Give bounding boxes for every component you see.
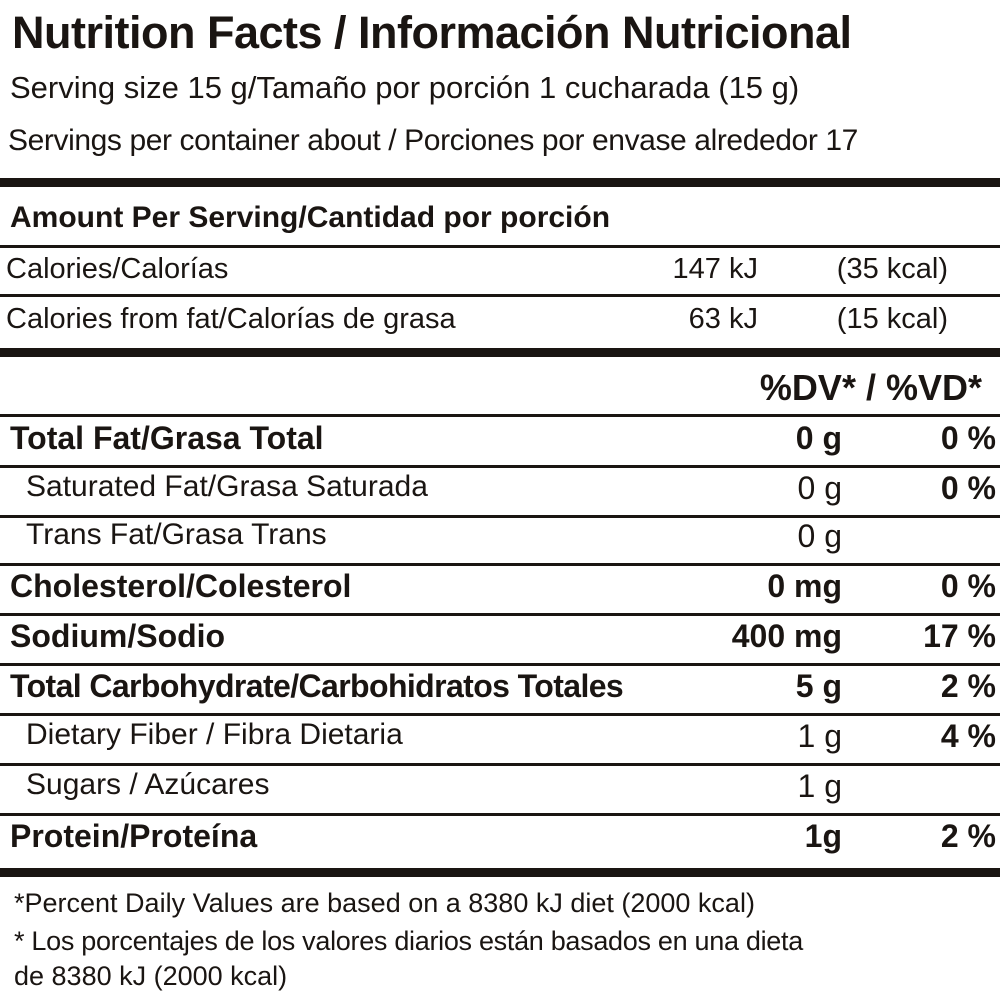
nutrient-label: Trans Fat/Grasa Trans [26,518,327,551]
nutrient-daily-value: 0 % [940,420,996,456]
calories-from-fat-kcal: (15 kcal) [836,303,948,335]
nutrient-amount: 400 mg [731,618,842,654]
divider [0,613,1000,616]
calories-from-fat-kj: 63 kJ [688,303,758,335]
calories-from-fat-label: Calories from fat/Calorías de grasa [6,303,456,335]
calories-kcal: (35 kcal) [836,253,948,285]
nutrient-daily-value: 2 % [940,818,996,854]
label-title: Nutrition Facts / Información Nutriciona… [12,7,852,58]
footnote-spanish-line-2: de 8380 kJ (2000 kcal) [14,961,288,991]
divider [0,245,1000,248]
divider [0,414,1000,417]
divider [0,713,1000,716]
nutrient-daily-value: 4 % [940,718,996,754]
amount-per-serving-heading: Amount Per Serving/Cantidad por porción [10,201,611,234]
divider [0,763,1000,766]
nutrient-daily-value: 0 % [940,568,996,604]
daily-value-heading: %DV* / %VD* [759,367,982,408]
serving-size: Serving size 15 g/Tamaño por porción 1 c… [10,70,800,105]
nutrient-amount: 0 mg [767,568,842,604]
nutrient-amount: 0 g [795,420,842,456]
nutrient-label: Sugars / Azúcares [26,768,270,801]
nutrient-label: Dietary Fiber / Fibra Dietaria [26,718,403,751]
nutrient-label: Protein/Proteína [10,818,258,854]
footnote-spanish-line-1: * Los porcentajes de los valores diarios… [14,926,803,956]
divider [0,515,1000,518]
nutrient-label: Saturated Fat/Grasa Saturada [26,470,428,503]
calories-divider [0,348,1000,357]
header-divider [0,178,1000,187]
nutrient-label: Cholesterol/Colesterol [10,568,352,604]
divider [0,813,1000,816]
nutrient-label: Sodium/Sodio [10,618,226,654]
divider [0,868,1000,877]
nutrient-daily-value: 2 % [940,668,996,704]
calories-kj: 147 kJ [672,253,758,285]
nutrient-label: Total Carbohydrate/Carbohidratos Totales [10,668,624,704]
divider [0,563,1000,566]
nutrient-amount: 1g [804,818,842,854]
divider [0,465,1000,468]
divider [0,663,1000,666]
nutrient-amount: 5 g [795,668,842,704]
nutrient-amount: 0 g [797,518,842,554]
divider [0,294,1000,297]
nutrient-amount: 1 g [797,768,842,804]
nutrient-daily-value: 17 % [923,618,996,654]
nutrient-daily-value: 0 % [940,470,996,506]
nutrient-amount: 0 g [797,470,842,506]
servings-per-container: Servings per container about / Porciones… [8,124,858,157]
nutrient-amount: 1 g [797,718,842,754]
nutrient-label: Total Fat/Grasa Total [10,420,324,456]
footnote-english: *Percent Daily Values are based on a 838… [14,888,755,918]
calories-label: Calories/Calorías [6,253,229,285]
